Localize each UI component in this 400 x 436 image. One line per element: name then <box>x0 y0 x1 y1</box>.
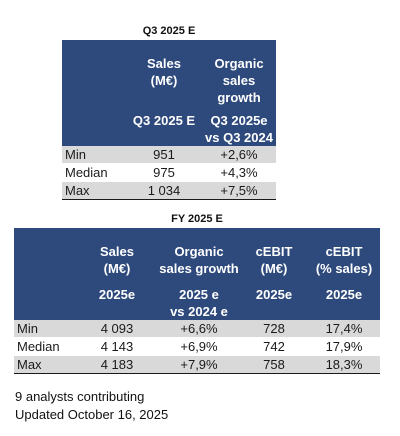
cell-value: +7,9% <box>158 355 240 374</box>
row-label: Max <box>14 355 76 374</box>
q3-header-row: Sales (M€) Organic sales growth <box>62 40 276 106</box>
cell-value: 728 <box>240 320 308 338</box>
fy-header-row: Sales (M€) Organic sales growth cEBIT (M… <box>14 228 380 280</box>
fy-header-cebit: cEBIT (M€) <box>255 244 293 276</box>
fy-subheader-sales: 2025e <box>98 287 136 302</box>
row-label: Median <box>14 337 76 356</box>
cell-value: +7,5% <box>202 181 276 200</box>
table-row: Median 975 +4,3% <box>62 163 276 182</box>
q3-subheader-organic-growth: Q3 2025e vs Q3 2024 <box>205 113 273 145</box>
updated-date-note: Updated October 16, 2025 <box>15 407 169 422</box>
q3-header-corner <box>62 40 126 106</box>
fy-subheader-organic-growth: 2025 e vs 2024 e <box>170 287 228 319</box>
cell-value: 1 034 <box>126 181 202 200</box>
q3-subheader-row: Q3 2025 E Q3 2025e vs Q3 2024 <box>62 106 276 146</box>
cell-value: 17,4% <box>308 320 380 338</box>
q3-consensus-table: Sales (M€) Organic sales growth Q3 2025 … <box>62 40 276 200</box>
cell-value: 4 143 <box>76 337 158 356</box>
cell-value: +2,6% <box>202 146 276 164</box>
q3-header-organic-growth: Organic sales growth <box>214 56 264 105</box>
cell-value: +6,9% <box>158 337 240 356</box>
row-label: Median <box>62 163 126 182</box>
cell-value: +6,6% <box>158 320 240 338</box>
row-label: Min <box>62 146 126 164</box>
fy-header-corner <box>14 228 76 280</box>
table-row: Median 4 143 +6,9% 742 17,9% <box>14 337 380 356</box>
table-row: Min 951 +2,6% <box>62 146 276 164</box>
q3-subheader-corner <box>62 106 126 146</box>
fy-title: FY 2025 E <box>171 213 223 225</box>
footer-notes: 9 analysts contributing Updated October … <box>15 388 168 424</box>
row-label: Min <box>14 320 76 338</box>
analysts-count-note: 9 analysts contributing <box>15 389 145 404</box>
cell-value: 18,3% <box>308 355 380 374</box>
fy-subheader-cebit-pct: 2025e <box>325 287 363 302</box>
cell-value: +4,3% <box>202 163 276 182</box>
cell-value: 4 093 <box>76 320 158 338</box>
fy-subheader-row: 2025e 2025 e vs 2024 e 2025e 2025e <box>14 280 380 320</box>
fy-consensus-table: Sales (M€) Organic sales growth cEBIT (M… <box>14 228 380 374</box>
cell-value: 742 <box>240 337 308 356</box>
q3-title: Q3 2025 E <box>142 25 196 37</box>
table-row: Max 4 183 +7,9% 758 18,3% <box>14 355 380 374</box>
q3-header-sales: Sales (M€) <box>147 56 181 88</box>
fy-header-sales: Sales (M€) <box>100 244 134 276</box>
cell-value: 758 <box>240 355 308 374</box>
fy-subheader-cebit: 2025e <box>255 287 293 302</box>
q3-subheader-sales: Q3 2025 E <box>132 113 196 128</box>
table-row: Min 4 093 +6,6% 728 17,4% <box>14 320 380 338</box>
table-row: Max 1 034 +7,5% <box>62 181 276 200</box>
cell-value: 951 <box>126 146 202 164</box>
cell-value: 975 <box>126 163 202 182</box>
fy-subheader-corner <box>14 280 76 320</box>
fy-header-organic-growth: Organic sales growth <box>159 244 239 276</box>
cell-value: 4 183 <box>76 355 158 374</box>
fy-header-cebit-pct: cEBIT (% sales) <box>315 244 373 276</box>
cell-value: 17,9% <box>308 337 380 356</box>
row-label: Max <box>62 181 126 200</box>
